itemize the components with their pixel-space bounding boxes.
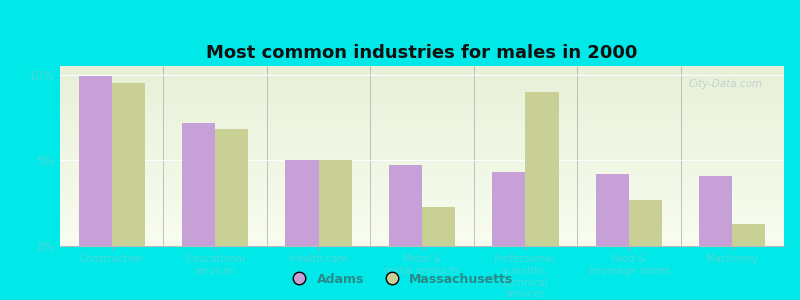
Bar: [699, 176, 732, 246]
Bar: [215, 129, 248, 246]
Bar: [492, 172, 526, 246]
Bar: [732, 224, 766, 246]
Bar: [629, 200, 662, 246]
Bar: [422, 207, 455, 246]
Bar: [596, 174, 629, 246]
Bar: [318, 160, 352, 246]
Bar: [389, 165, 422, 246]
Legend: Adams, Massachusetts: Adams, Massachusetts: [282, 268, 518, 291]
Bar: [286, 160, 318, 246]
Text: City-Data.com: City-Data.com: [688, 79, 762, 88]
Bar: [112, 83, 145, 246]
Bar: [182, 123, 215, 246]
Bar: [526, 92, 558, 246]
Bar: [78, 76, 112, 246]
Title: Most common industries for males in 2000: Most common industries for males in 2000: [206, 44, 638, 62]
